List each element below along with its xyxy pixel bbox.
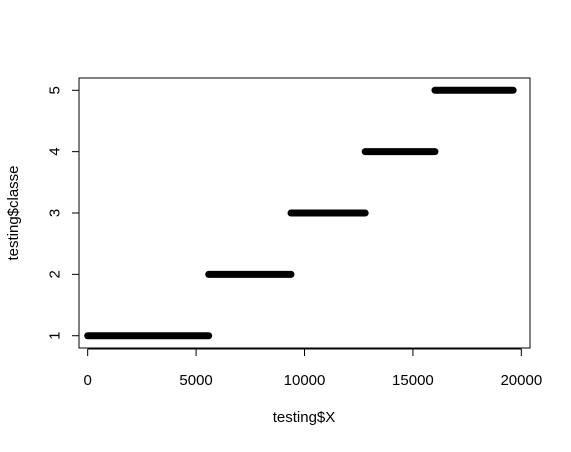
x-tick-label: 10000 xyxy=(284,372,326,389)
x-tick-label: 0 xyxy=(84,372,92,389)
data-points xyxy=(84,86,517,340)
y-axis-label: testing$classe xyxy=(5,165,22,260)
y-tick-label: 2 xyxy=(47,270,64,278)
y-tick-label: 4 xyxy=(47,147,64,155)
x-tick-label: 15000 xyxy=(392,372,434,389)
y-axis: 1 2 3 4 5 xyxy=(47,86,80,340)
y-tick-label: 3 xyxy=(47,209,64,217)
x-axis: 0 5000 10000 15000 20000 xyxy=(84,348,542,389)
x-axis-label: testing$X xyxy=(273,409,336,426)
y-tick-label: 1 xyxy=(47,332,64,340)
x-tick-label: 20000 xyxy=(500,372,542,389)
x-tick-label: 5000 xyxy=(179,372,212,389)
y-tick-label: 5 xyxy=(47,86,64,94)
